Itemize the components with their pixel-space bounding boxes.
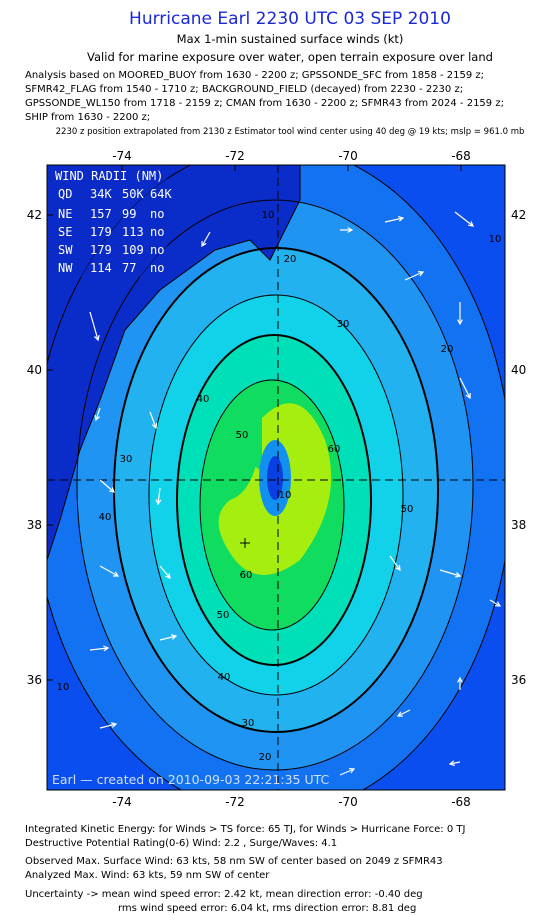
lon-label-bottom: -72 [225, 795, 245, 809]
wind-arrow [340, 227, 354, 233]
contour-label: 50 [217, 610, 230, 621]
wind-radii-cell: SW [58, 243, 73, 257]
wind-radii-header: QD [58, 187, 72, 201]
wind-radii-title: WIND RADII (NM) [55, 169, 163, 183]
wind-arrow [201, 231, 211, 248]
contour-label: 40 [99, 512, 112, 523]
lat-label-left: 36 [27, 673, 42, 687]
position-note: 2230 z position extrapolated from 2130 z… [56, 127, 525, 137]
wind-radii-cell: 113 [122, 225, 144, 239]
wind-arrow [457, 302, 463, 326]
analysis-line: SHIP from 1630 - 2200 z; [25, 112, 150, 123]
footer-line: Uncertainty -> mean wind speed error: 2.… [25, 889, 423, 900]
wind-radii-cell: no [150, 225, 164, 239]
wind-radii-cell: no [150, 261, 164, 275]
lat-label-right: 38 [511, 518, 526, 532]
contour-label: 30 [337, 319, 350, 330]
wind-arrow [389, 555, 401, 572]
contour-label: 10 [57, 682, 70, 693]
contour-label: 10 [489, 234, 502, 245]
lat-label-right: 36 [511, 673, 526, 687]
wind-radii-cell: 114 [90, 261, 112, 275]
wind-radii-header: 64K [150, 187, 172, 201]
footer-line: Destructive Potential Rating(0-6) Wind: … [25, 838, 337, 849]
wind-arrow [99, 722, 118, 729]
wind-arrow [384, 216, 405, 223]
lat-label-right: 42 [511, 208, 526, 222]
contour-label: 60 [240, 570, 253, 581]
wind-radii-cell: no [150, 207, 164, 221]
wind-radii-cell: 109 [122, 243, 144, 257]
lon-label-top: -74 [112, 149, 132, 163]
subtitle: Max 1-min sustained surface winds (kt) [177, 32, 404, 46]
wind-arrow [439, 569, 462, 578]
analysis-line: SFMR42_FLAG from 1540 - 1710 z; BACKGROU… [25, 84, 463, 95]
contour-label: 50 [401, 504, 414, 515]
contour-label: 40 [218, 672, 231, 683]
contour-label: 40 [197, 394, 210, 405]
wind-arrow [155, 487, 162, 506]
wind-arrow [396, 709, 411, 717]
contour-label: 10 [279, 490, 292, 501]
lat-label-left: 38 [27, 518, 42, 532]
footer-line: Analyzed Max. Wind: 63 kts, 59 nm SW of … [25, 870, 270, 881]
wind-arrow [99, 479, 115, 493]
wind-arrow [159, 634, 178, 641]
wind-arrow [149, 411, 158, 430]
wind-arrow [489, 599, 502, 607]
lat-label-left: 40 [27, 363, 42, 377]
wind-radii-cell: 157 [90, 207, 112, 221]
footer-line: rms wind speed error: 6.04 kt, rms direc… [118, 903, 416, 914]
wind-arrow [99, 565, 120, 577]
contour-label: 50 [236, 430, 249, 441]
wind-arrow [159, 565, 171, 579]
contour-label: 60 [328, 444, 341, 455]
wind-radii-cell: no [150, 243, 164, 257]
wind-radii-cell: 99 [122, 207, 136, 221]
wind-radii-header: 34K [90, 187, 112, 201]
wind-arrow [457, 676, 463, 690]
contour-label: 20 [284, 254, 297, 265]
wind-arrow [89, 645, 110, 652]
wind-radii-header: 50K [122, 187, 144, 201]
lat-label-left: 42 [27, 208, 42, 222]
analysis-line: GPSSONDE_WL150 from 1718 - 2159 z; CMAN … [25, 98, 504, 109]
lon-label-top: -68 [451, 149, 471, 163]
contour-label: 30 [242, 718, 255, 729]
wind-arrow [339, 767, 356, 776]
wind-radii-cell: 179 [90, 243, 112, 257]
contour-label: 20 [441, 344, 454, 355]
footer-line: Integrated Kinetic Energy: for Winds > T… [25, 824, 465, 835]
wind-radii-cell: 77 [122, 261, 136, 275]
lon-label-top: -72 [225, 149, 245, 163]
wind-radii-cell: NE [58, 207, 72, 221]
map-frame [46, 164, 506, 791]
wind-arrow [94, 407, 101, 422]
footer-line: Observed Max. Surface Wind: 63 kts, 58 n… [25, 856, 443, 867]
title: Hurricane Earl 2230 UTC 03 SEP 2010 [129, 9, 451, 29]
wind-radii-cell: SE [58, 225, 72, 239]
wind-arrow [459, 377, 471, 400]
wind-arrow [448, 760, 461, 767]
lon-label-bottom: -70 [338, 795, 358, 809]
wind-arrow [89, 311, 100, 342]
wind-radii-cell: 179 [90, 225, 112, 239]
wind-arrow [454, 211, 474, 227]
lon-label-bottom: -68 [451, 795, 471, 809]
lon-label-bottom: -74 [112, 795, 132, 809]
wind-radii-cell: NW [58, 261, 73, 275]
lat-label-right: 40 [511, 363, 526, 377]
credit: Earl — created on 2010-09-03 22:21:35 UT… [52, 772, 330, 787]
lon-label-top: -70 [338, 149, 358, 163]
validity: Valid for marine exposure over water, op… [87, 50, 493, 64]
analysis-line: Analysis based on MOORED_BUOY from 1630 … [25, 70, 484, 81]
contour-label: 30 [120, 454, 133, 465]
contour-label: 10 [262, 210, 275, 221]
wind-arrow [404, 270, 425, 281]
map [47, 165, 505, 790]
contour-label: 20 [259, 752, 272, 763]
